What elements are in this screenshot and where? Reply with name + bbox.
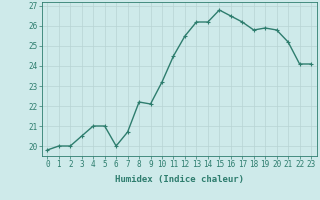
X-axis label: Humidex (Indice chaleur): Humidex (Indice chaleur) bbox=[115, 175, 244, 184]
